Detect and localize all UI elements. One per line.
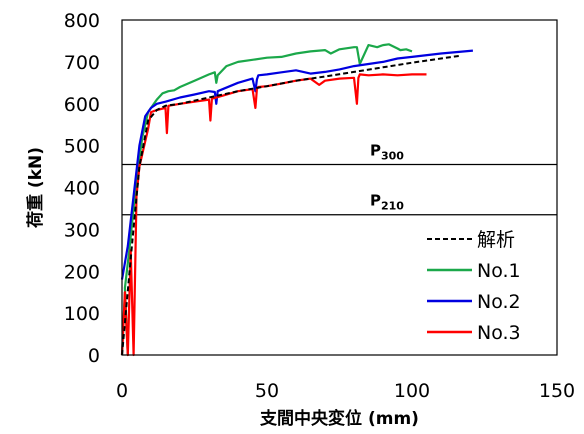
- plot-frame: [121, 19, 558, 356]
- y-tick-label: 300: [64, 219, 100, 241]
- reference-line-label: P300: [370, 141, 404, 162]
- legend: 解析 No.1 No.2 No.3: [418, 222, 554, 354]
- x-tick-label: 100: [394, 380, 430, 402]
- y-tick-label: 800: [64, 10, 100, 32]
- y-tick-label: 200: [64, 261, 100, 283]
- x-axis-ticks: 0 50 100 150: [116, 380, 575, 402]
- legend-label: 解析: [477, 229, 515, 251]
- y-tick-label: 100: [64, 303, 100, 325]
- reference-lines: P300 P210: [122, 141, 557, 216]
- y-tick-label: 600: [64, 94, 100, 116]
- y-axis-ticks: 0 100 200 300 400 500 600 700 800: [64, 10, 100, 367]
- y-tick-label: 0: [88, 345, 100, 367]
- x-tick-label: 50: [255, 380, 279, 402]
- y-axis-title: 荷重 (kN): [25, 147, 46, 228]
- legend-label: No.3: [477, 322, 521, 344]
- y-tick-label: 700: [64, 52, 100, 74]
- series-layer: [120, 43, 473, 357]
- legend-label: No.2: [477, 291, 521, 313]
- x-axis-title: 支間中央変位 (mm): [260, 408, 419, 429]
- series-line-4: [120, 73, 427, 357]
- reference-line-label: P210: [370, 192, 404, 213]
- x-tick-label: 0: [116, 380, 128, 402]
- series-line-3: [120, 49, 473, 280]
- legend-label: No.1: [477, 260, 521, 282]
- x-tick-label: 150: [539, 380, 575, 402]
- y-tick-label: 400: [64, 178, 100, 200]
- y-tick-label: 500: [64, 136, 100, 158]
- series-line-2: [120, 43, 413, 357]
- series-line-1: [121, 54, 462, 356]
